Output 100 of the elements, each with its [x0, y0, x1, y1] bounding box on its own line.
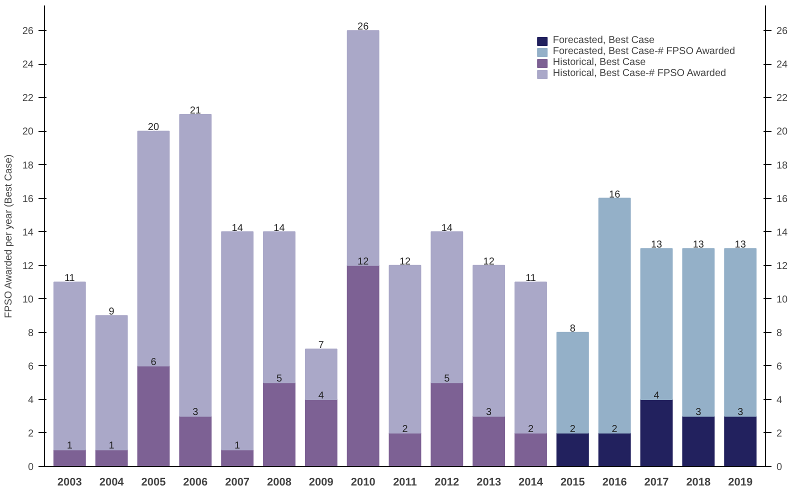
bar: [388, 432, 422, 466]
y2-tick-label: 24: [776, 60, 788, 71]
data-label: 3: [738, 407, 744, 418]
y2-tick-label: 20: [776, 126, 788, 138]
bar: [137, 365, 170, 466]
y2-tick-label: 10: [776, 294, 788, 306]
bar: [598, 432, 631, 466]
total-label: 13: [734, 240, 746, 251]
y-tick-label: 24: [22, 60, 34, 71]
x-tick-label: 2018: [686, 476, 711, 488]
x-tick-label: 2005: [141, 476, 166, 488]
y2-tick-label: 0: [776, 462, 782, 473]
bar: [682, 248, 715, 417]
total-label: 13: [692, 240, 704, 251]
y2-tick-label: 16: [776, 194, 788, 205]
y2-tick-label: 18: [776, 160, 788, 172]
bar: [179, 114, 212, 417]
data-label: 2: [570, 424, 576, 435]
bar: [514, 432, 547, 466]
y2-tick-label: 2: [776, 428, 782, 440]
x-tick-label: 2019: [728, 476, 753, 488]
data-label: 5: [276, 374, 282, 385]
bar: [221, 231, 254, 450]
legend-label: Forecasted, Best Case-# FPSO Awarded: [552, 46, 735, 57]
y-tick-label: 26: [22, 26, 34, 38]
y-axis-title: FPSO Awarded per year (Best Case): [3, 154, 14, 318]
data-label: 2: [402, 424, 408, 435]
bar: [263, 382, 296, 466]
y-tick-label: 10: [22, 294, 34, 306]
bar: [95, 315, 128, 450]
total-label: 21: [190, 105, 202, 116]
total-label: 14: [441, 222, 453, 234]
bar: [724, 416, 757, 466]
bar: [221, 449, 254, 466]
bar: [430, 231, 464, 384]
bar: [304, 348, 338, 400]
total-label: 9: [108, 306, 115, 318]
data-label: 4: [318, 390, 324, 402]
y-tick-label: 8: [28, 328, 34, 339]
y2-tick-label: 12: [776, 260, 788, 272]
x-tick-label: 2016: [602, 476, 627, 488]
bar: [514, 282, 547, 434]
bar: [472, 416, 506, 466]
data-label: 1: [66, 440, 73, 452]
data-label: 3: [192, 407, 199, 418]
bar: [682, 416, 715, 466]
legend-label: Historical, Best Case-# FPSO Awarded: [552, 68, 726, 79]
y2-tick-label: 26: [776, 26, 788, 38]
x-tick-label: 2003: [57, 476, 82, 488]
bar: [137, 130, 170, 366]
bar: [179, 416, 212, 466]
x-tick-label: 2014: [518, 476, 544, 488]
x-tick-label: 2004: [99, 476, 125, 488]
data-label: 1: [108, 440, 115, 452]
total-label: 16: [609, 189, 621, 200]
total-label: 11: [64, 273, 76, 284]
y2-tick-label: 8: [776, 328, 782, 339]
bar: [598, 198, 631, 434]
data-label: 3: [696, 407, 702, 418]
bar: [346, 264, 380, 466]
y-tick-label: 12: [22, 260, 34, 272]
y2-tick-label: 22: [776, 93, 788, 104]
x-tick-label: 2011: [393, 476, 417, 488]
data-label: 4: [654, 390, 660, 402]
bar: [388, 264, 422, 434]
y-tick-label: 20: [22, 126, 34, 138]
data-label: 3: [486, 407, 492, 418]
total-label: 12: [399, 256, 411, 268]
y-tick-label: 6: [28, 361, 34, 372]
legend-label: Forecasted, Best Case: [552, 35, 655, 46]
total-label: 14: [274, 222, 286, 234]
bar: [640, 248, 673, 400]
data-label: 2: [612, 424, 618, 435]
y-tick-label: 4: [28, 394, 34, 406]
bar: [53, 282, 86, 450]
bar: [724, 248, 757, 417]
total-label: 13: [650, 240, 663, 251]
y-tick-label: 14: [22, 227, 34, 238]
bar: [53, 449, 86, 466]
data-label: 12: [358, 256, 370, 268]
bar: [556, 332, 589, 434]
total-label: 7: [318, 340, 324, 352]
total-label: 11: [526, 273, 536, 284]
y2-tick-label: 14: [776, 227, 788, 238]
y2-tick-label: 6: [776, 361, 782, 372]
x-tick-label: 2015: [560, 476, 585, 488]
total-label: 12: [483, 256, 495, 268]
x-tick-label: 2009: [308, 476, 334, 488]
x-tick-label: 2007: [225, 476, 250, 488]
y2-tick-label: 4: [776, 394, 782, 406]
bar: [640, 398, 673, 466]
x-tick-label: 2017: [644, 476, 669, 488]
total-label: 8: [570, 323, 576, 334]
bar: [346, 30, 380, 266]
y-tick-label: 18: [22, 160, 34, 172]
y-tick-label: 22: [22, 93, 34, 104]
bar: [430, 382, 464, 466]
x-tick-label: 2010: [350, 476, 376, 488]
total-label: 20: [148, 122, 160, 134]
data-label: 5: [444, 374, 450, 385]
